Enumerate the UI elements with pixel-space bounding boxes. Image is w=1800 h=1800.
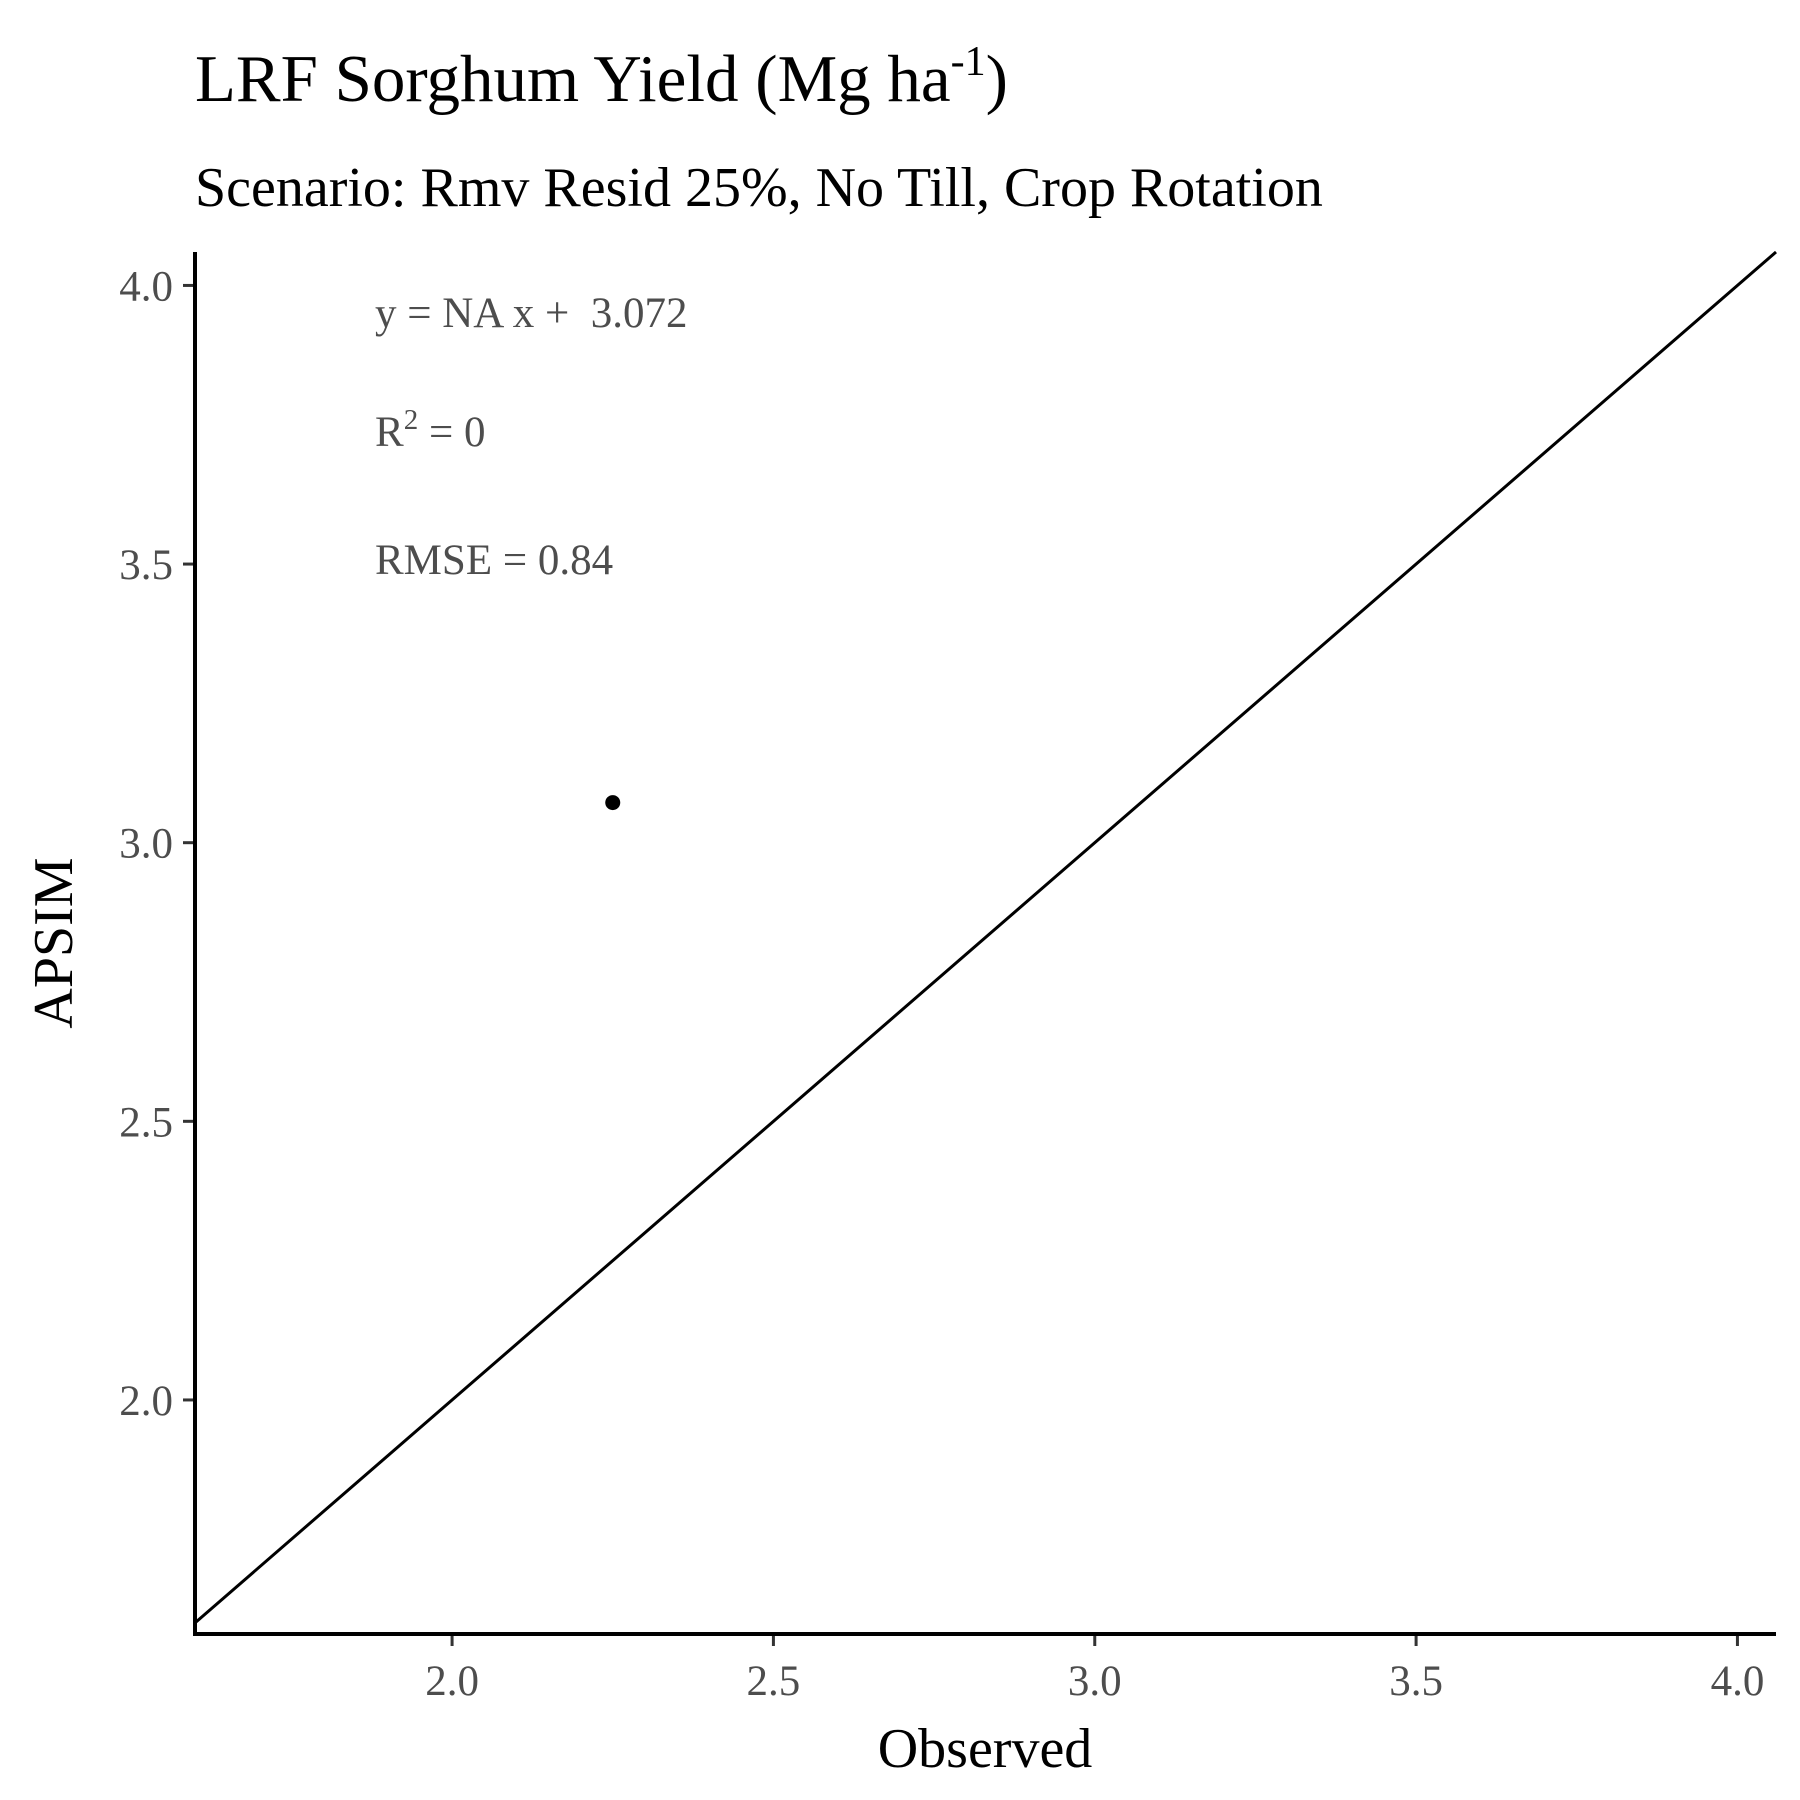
reference-line-layer	[194, 250, 1777, 1624]
chart-title: LRF Sorghum Yield (Mg ha-1)	[195, 39, 1008, 116]
y-tick-label: 3.0	[119, 821, 173, 868]
y-tick-label: 3.5	[119, 542, 173, 589]
y-axis-title: APSIM	[23, 857, 85, 1028]
data-points	[605, 795, 621, 811]
chart-subtitle: Scenario: Rmv Resid 25%, No Till, Crop R…	[195, 157, 1323, 219]
x-tick-label: 3.0	[1068, 1658, 1122, 1705]
chart-title-superscript: -1	[951, 39, 986, 85]
y-tick-label: 2.0	[119, 1378, 173, 1425]
annotation-equation: y = NA x + 3.072	[375, 290, 688, 337]
y-tick-label: 2.5	[119, 1099, 173, 1146]
x-axis-title: Observed	[878, 1718, 1093, 1780]
annotation-r2-prefix: R	[375, 409, 404, 456]
annotation-r2: R2 = 0	[375, 404, 485, 456]
annotation-rmse: RMSE = 0.84	[375, 537, 613, 584]
data-point	[605, 795, 621, 811]
one-to-one-line	[194, 250, 1777, 1624]
chart-title-main: LRF Sorghum Yield (Mg ha	[195, 42, 951, 116]
annotation-r2-superscript: 2	[404, 404, 419, 436]
x-tick-label: 4.0	[1711, 1658, 1765, 1705]
x-tick-label: 3.5	[1389, 1658, 1443, 1705]
annotation-r2-suffix: = 0	[418, 409, 485, 456]
x-axis-ticks: 2.0 2.5 3.0 3.5 4.0	[425, 1636, 1764, 1705]
y-tick-label: 4.0	[119, 263, 173, 310]
chart-title-suffix: )	[986, 42, 1008, 116]
y-axis-ticks: 2.0 2.5 3.0 3.5 4.0	[119, 263, 193, 1425]
x-tick-label: 2.0	[425, 1658, 479, 1705]
x-tick-label: 2.5	[747, 1658, 801, 1705]
